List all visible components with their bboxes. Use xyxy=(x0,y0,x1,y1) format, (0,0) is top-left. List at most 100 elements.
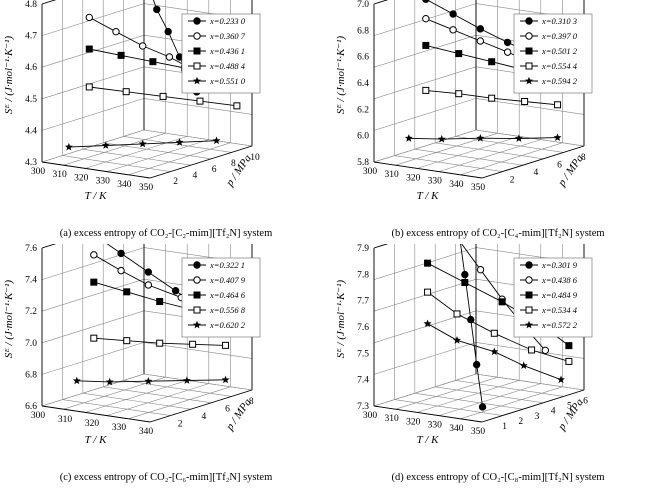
axis-frame xyxy=(373,161,483,179)
legend-marker xyxy=(193,17,201,25)
z-tick-label: 7.4 xyxy=(357,376,369,386)
z-tick-label: 7.5 xyxy=(357,349,369,359)
x-tick-label: 320 xyxy=(85,419,100,429)
data-point xyxy=(490,329,498,337)
legend-marker xyxy=(525,62,533,70)
data-point xyxy=(138,139,147,148)
caption-a: (a) excess entropy of CO₂-[C₂-mim][Tf₂N]… xyxy=(0,226,332,242)
data-point xyxy=(422,14,430,23)
caption-b-text: (b) excess entropy of CO₂-[C₄-mim][Tf₂N]… xyxy=(391,228,605,239)
legend-label: x=0.301 9 xyxy=(541,260,578,270)
legend-label: x=0.551 0 xyxy=(209,76,246,86)
data-point xyxy=(149,58,157,66)
z-axis-label: Sᴱ / (J·mol⁻¹·K⁻¹) xyxy=(3,36,15,115)
y-tick-label: 2 xyxy=(518,417,523,427)
data-point xyxy=(85,13,93,22)
caption-a-text: (a) excess entropy of CO₂-[C₂-mim][Tf₂N]… xyxy=(59,228,273,239)
data-point xyxy=(557,375,565,384)
z-tick-label: 6.4 xyxy=(357,79,369,89)
y-tick-label: 4 xyxy=(201,412,206,422)
axis-frame xyxy=(481,145,585,179)
data-point xyxy=(72,376,81,385)
y-tick-label: 8 xyxy=(249,397,254,407)
data-point xyxy=(422,86,430,94)
caption-b: (b) excess entropy of CO₂-[C₄-mim][Tf₂N]… xyxy=(332,226,664,242)
legend-label: x=0.534 4 xyxy=(541,305,578,315)
caption-c-text: (c) excess entropy of CO₂-[C₆-mim][Tf₂N]… xyxy=(59,472,273,483)
z-tick-label: 6.6 xyxy=(357,53,369,63)
data-point xyxy=(488,58,496,66)
legend-marker xyxy=(193,306,201,314)
data-point xyxy=(498,298,506,306)
y-tick-label: 4 xyxy=(551,407,556,417)
legend-label: x=0.620 2 xyxy=(209,320,246,330)
z-tick-label: 4.5 xyxy=(25,95,37,105)
y-tick-label: 6 xyxy=(225,405,230,415)
chart-a: 4.3 4.4 4.5 4.6 4.7 4.8 300 310 320 330 340 350 2 4 6 8… xyxy=(3,0,261,202)
legend-marker xyxy=(525,32,533,40)
legend-label: x=0.397 0 xyxy=(541,31,578,41)
legend-label: x=0.484 9 xyxy=(541,290,578,300)
z-tick-label: 4.6 xyxy=(25,63,37,73)
data-point xyxy=(183,376,191,384)
y-tick-label: 6 xyxy=(212,165,217,175)
data-point xyxy=(476,265,485,274)
z-tick-label: 7.0 xyxy=(25,339,37,349)
data-point xyxy=(521,97,529,105)
legend-marker xyxy=(193,76,201,85)
data-point xyxy=(449,10,457,18)
z-tick-label: 6.8 xyxy=(357,26,369,36)
y-tick-label: 6 xyxy=(557,161,562,171)
z-tick-label: 5.8 xyxy=(357,158,369,168)
z-tick-label: 4.7 xyxy=(25,32,37,42)
legend-marker xyxy=(525,320,533,329)
data-point xyxy=(90,251,98,259)
data-point xyxy=(105,377,114,386)
data-point xyxy=(117,266,125,275)
z-tick-label: 6.6 xyxy=(25,402,37,412)
data-point xyxy=(422,0,430,3)
legend-marker xyxy=(193,261,201,269)
y-tick-label: 1 xyxy=(502,422,507,432)
z-tick-label: 7.3 xyxy=(357,402,369,412)
data-point xyxy=(461,279,469,287)
x-axis-label: T / K xyxy=(417,190,439,202)
data-point xyxy=(503,38,512,47)
x-tick-label: 330 xyxy=(96,177,111,187)
legend-label: x=0.233 0 xyxy=(209,16,246,26)
legend-marker xyxy=(525,76,533,85)
legend-label: x=0.594 2 xyxy=(541,76,578,86)
data-point xyxy=(212,136,221,145)
x-tick-label: 310 xyxy=(52,170,67,180)
z-tick-label: 7.6 xyxy=(25,244,37,254)
data-point xyxy=(455,50,463,58)
x-tick-label: 300 xyxy=(31,411,46,421)
legend-marker xyxy=(193,276,201,284)
legend-label: x=0.488 4 xyxy=(209,61,246,71)
chart-d: 7.3 7.4 7.5 7.6 7.7 7.8 7.9 300 310 320 330 340 350 1… xyxy=(335,244,593,446)
data-point xyxy=(64,142,73,151)
y-tick-label: 5 xyxy=(567,402,572,412)
data-point xyxy=(112,27,120,36)
data-point xyxy=(175,138,184,146)
data-point xyxy=(424,259,432,267)
data-point xyxy=(554,101,562,109)
data-point xyxy=(422,41,430,49)
y-tick-label: 8 xyxy=(581,153,586,163)
legend-label: x=0.407 9 xyxy=(209,275,246,285)
panel-d: 7.3 7.4 7.5 7.6 7.7 7.8 7.9 300 310 320 330 340 350 1… xyxy=(332,244,664,488)
data-point xyxy=(565,342,573,350)
z-tick-label: 6.0 xyxy=(357,132,369,142)
data-point xyxy=(156,298,164,306)
data-point xyxy=(221,375,230,384)
z-tick-label: 7.4 xyxy=(25,276,37,286)
data-point xyxy=(159,92,167,100)
legend-label: x=0.322 1 xyxy=(209,260,245,270)
caption-d-text: (d) excess entropy of CO₂-[C₈-mim][Tf₂N]… xyxy=(391,472,605,483)
x-tick-label: 340 xyxy=(449,424,464,434)
axis-frame xyxy=(149,145,253,179)
legend-label: x=0.310 3 xyxy=(541,16,577,26)
panel-a: 4.3 4.4 4.5 4.6 4.7 4.8 300 310 320 330 340 350 2 4 6 8… xyxy=(0,0,332,244)
data-point xyxy=(541,346,550,355)
x-tick-label: 310 xyxy=(58,415,73,425)
